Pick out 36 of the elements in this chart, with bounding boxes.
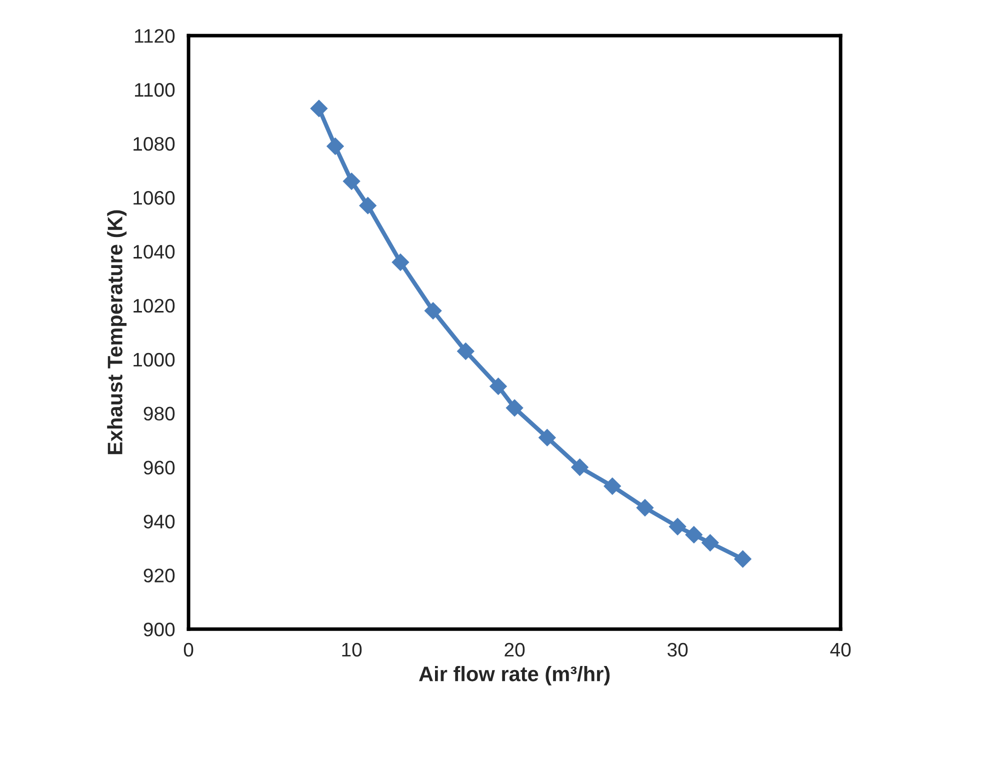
y-tick-label: 1020: [134, 298, 175, 313]
y-tick-label: 1080: [134, 137, 175, 151]
y-tick-label: 1000: [134, 352, 175, 367]
x-tick-label: 30: [668, 642, 688, 657]
y-tick-label: 960: [144, 460, 175, 475]
point: [571, 458, 588, 476]
point: [490, 378, 507, 395]
point: [343, 172, 360, 190]
point: [457, 342, 474, 360]
y-tick-label: 1100: [135, 83, 175, 97]
x-tick-label: 40: [830, 642, 851, 657]
point: [669, 518, 686, 536]
point: [310, 100, 328, 118]
point: [326, 138, 344, 155]
x-tick-label: 20: [504, 642, 525, 657]
y-tick-label: 940: [144, 514, 175, 528]
x-axis-title: Air flow rate (m³/hr): [419, 666, 610, 686]
y-tick-label: 920: [144, 568, 175, 582]
point: [538, 429, 556, 446]
point: [702, 534, 719, 552]
y-axis-title: Exhaust Temperature (K): [107, 210, 127, 454]
y-tick-label: 1040: [134, 244, 175, 259]
x-tick-label: 10: [342, 642, 362, 657]
point: [604, 478, 621, 495]
x-tick-label: 0: [184, 642, 194, 657]
y-tick-label: 1060: [134, 190, 175, 205]
y-tick-label: 980: [144, 406, 175, 421]
point: [392, 254, 410, 271]
y-tick-label: 900: [144, 622, 175, 636]
point: [506, 399, 524, 416]
point: [359, 197, 376, 214]
point: [734, 550, 752, 568]
point: [424, 302, 442, 320]
y-tick-label: 1120: [135, 29, 175, 43]
point: [685, 526, 702, 544]
point: [636, 499, 654, 516]
